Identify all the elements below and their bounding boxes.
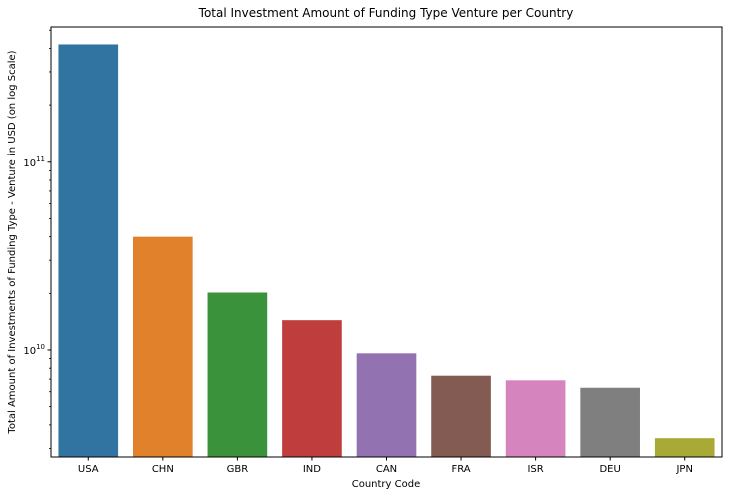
x-tick-label-ind: IND: [303, 464, 321, 475]
x-tick-label-gbr: GBR: [227, 464, 249, 475]
bar-ind: [282, 320, 342, 457]
x-tick-label-fra: FRA: [451, 464, 470, 475]
y-tick-base: 10: [23, 346, 36, 357]
bar-gbr: [207, 292, 268, 457]
bar-isr: [505, 380, 566, 457]
x-axis-ticks: USA CHN GBR IND CAN FRA ISR DEU JPN: [78, 457, 693, 475]
bar-can: [356, 353, 417, 457]
x-axis-label: Country Code: [352, 479, 421, 490]
y-tick-label: 1010: [23, 343, 45, 357]
x-tick-label-isr: ISR: [527, 464, 543, 475]
bar-fra: [431, 375, 491, 457]
y-axis-label: Total Amount of Investments of Funding T…: [7, 50, 18, 434]
y-tick-exponent: 11: [36, 155, 45, 163]
bars-group: [58, 44, 715, 458]
bar-usa: [58, 44, 119, 458]
x-tick-label-deu: DEU: [599, 464, 620, 475]
x-tick-label-usa: USA: [78, 464, 99, 475]
x-tick-label-chn: CHN: [152, 464, 174, 475]
x-tick-label-can: CAN: [376, 464, 397, 475]
y-tick-exponent: 10: [36, 343, 45, 351]
chart-title: Total Investment Amount of Funding Type …: [198, 6, 574, 20]
bar-jpn: [654, 438, 715, 457]
y-tick-base: 10: [23, 158, 36, 169]
y-tick-label: 1011: [23, 155, 45, 169]
x-tick-label-jpn: JPN: [675, 464, 692, 475]
bar-chn: [133, 236, 193, 457]
bar-deu: [580, 387, 640, 457]
